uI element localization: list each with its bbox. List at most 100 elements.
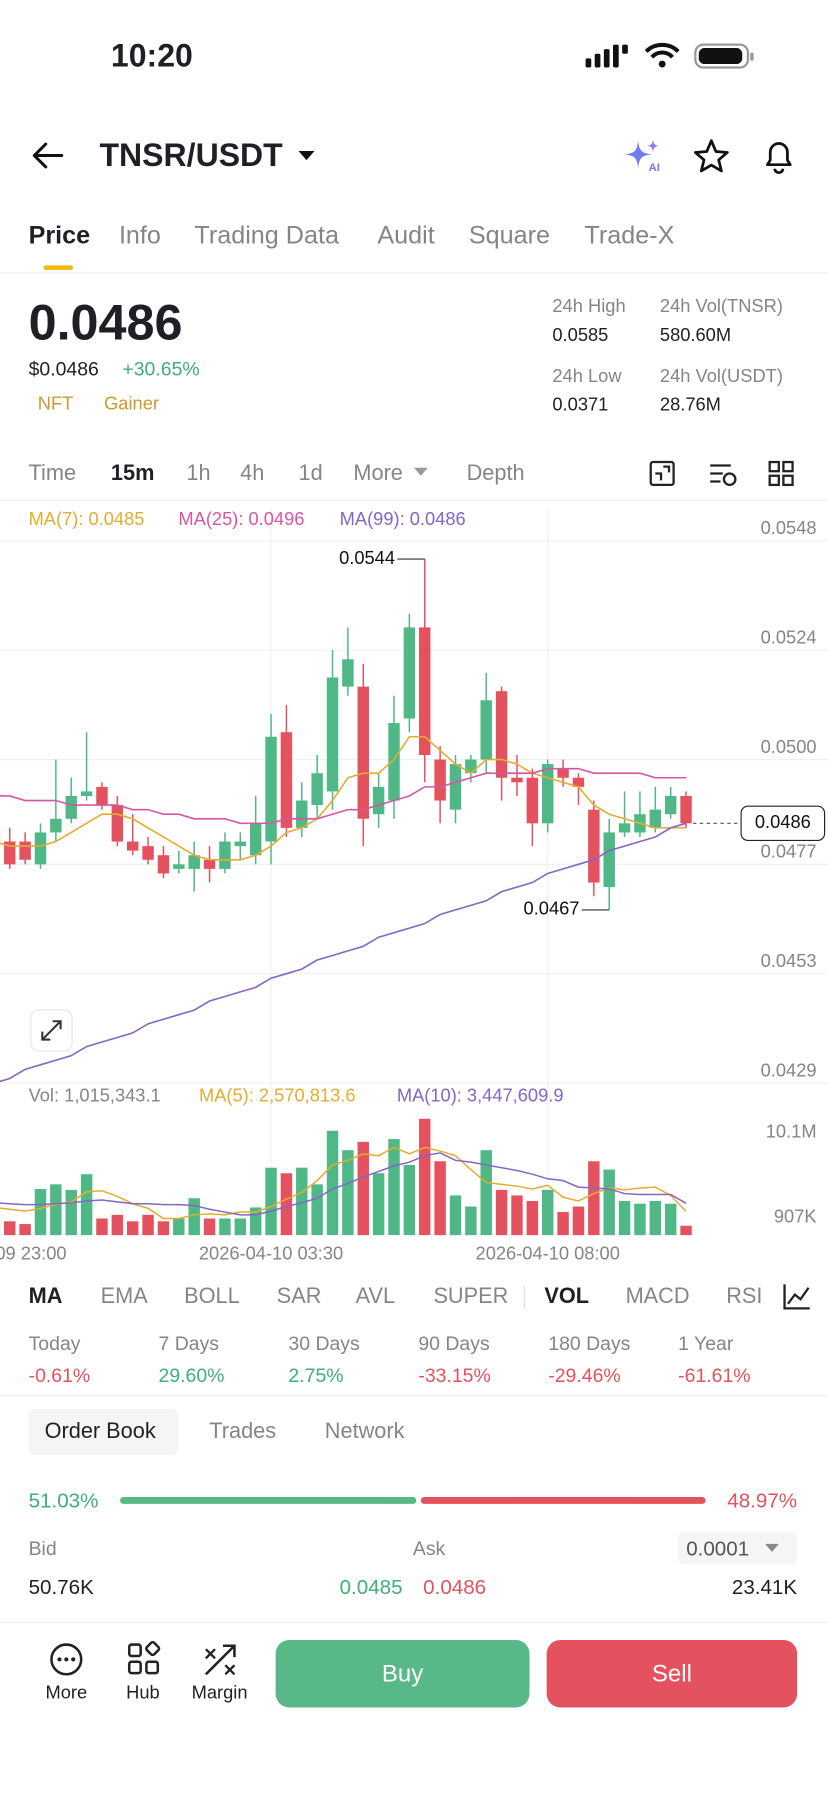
y-tick-label: 0.0429 bbox=[761, 1059, 817, 1080]
candle-body bbox=[665, 796, 676, 814]
tab[interactable]: Trade-X bbox=[584, 223, 674, 248]
sell-label[interactable]: Sell bbox=[652, 1662, 692, 1686]
candle-body bbox=[434, 760, 445, 801]
alert-button[interactable] bbox=[761, 137, 798, 174]
tab[interactable]: Info bbox=[119, 223, 161, 248]
volume-bar bbox=[434, 1161, 445, 1235]
candle-body bbox=[19, 842, 30, 860]
back-button[interactable] bbox=[30, 140, 67, 172]
volume-bar bbox=[265, 1168, 276, 1235]
divider bbox=[0, 1395, 828, 1396]
interval[interactable]: 1h bbox=[186, 463, 210, 485]
volume-bar bbox=[127, 1221, 138, 1235]
tag[interactable]: NFT bbox=[38, 396, 74, 414]
candle-body bbox=[311, 773, 322, 805]
interval[interactable]: 15m bbox=[111, 463, 154, 485]
last-price: 0.0486 bbox=[29, 298, 183, 348]
stat-value: 28.76M bbox=[660, 397, 721, 415]
candle-body bbox=[557, 769, 568, 778]
pair-title[interactable]: TNSR/USDT bbox=[99, 140, 282, 172]
tab[interactable]: Price bbox=[29, 223, 91, 248]
stat-label: 24h Low bbox=[552, 368, 621, 386]
volume-bar bbox=[66, 1190, 77, 1235]
candle-body bbox=[188, 855, 199, 869]
volume-bar bbox=[327, 1131, 338, 1235]
indicator-tab[interactable]: BOLL bbox=[184, 1286, 240, 1308]
divider bbox=[0, 272, 828, 273]
stat-value: 0.0585 bbox=[552, 327, 608, 345]
tab[interactable]: Trading Data bbox=[194, 223, 339, 248]
volume-bar bbox=[373, 1173, 384, 1235]
volume-bar bbox=[173, 1219, 184, 1236]
candle-body bbox=[481, 700, 492, 759]
x-tick-label: 2026-04-09 23:00 bbox=[0, 1242, 67, 1263]
nav-item[interactable]: More bbox=[45, 1685, 87, 1703]
volume-bar bbox=[419, 1119, 430, 1235]
candle-body bbox=[619, 823, 630, 832]
volume-bar bbox=[465, 1207, 476, 1236]
candle-body bbox=[511, 778, 522, 783]
book-tab[interactable]: Trades bbox=[209, 1421, 276, 1443]
book-tab[interactable]: Order Book bbox=[45, 1421, 156, 1443]
ask-ratio: 48.97% bbox=[727, 1490, 797, 1511]
indicator-tab[interactable]: MACD bbox=[626, 1286, 690, 1308]
indicator-tab[interactable]: SAR bbox=[277, 1286, 322, 1308]
interval[interactable]: Depth bbox=[467, 463, 525, 485]
tab[interactable]: Audit bbox=[377, 223, 434, 248]
volume-bar bbox=[342, 1150, 353, 1235]
favorite-button[interactable] bbox=[693, 138, 730, 172]
x-tick-label: 2026-04-10 03:30 bbox=[199, 1242, 343, 1263]
y-tick-label: 10.1M bbox=[766, 1121, 817, 1142]
usd-price: $0.0486 bbox=[29, 360, 99, 379]
buy-label[interactable]: Buy bbox=[382, 1662, 423, 1686]
tag[interactable]: Gainer bbox=[104, 396, 159, 414]
chart-tools[interactable] bbox=[647, 460, 798, 490]
ai-button[interactable]: AI bbox=[622, 137, 663, 176]
indicator-tab[interactable]: VOL bbox=[544, 1286, 589, 1308]
candle-body bbox=[281, 732, 292, 828]
period-label: 1 Year bbox=[678, 1334, 733, 1353]
period-change: -0.61% bbox=[29, 1366, 91, 1385]
indicator-tab[interactable]: RSI bbox=[726, 1286, 762, 1308]
period-label: 30 Days bbox=[288, 1334, 359, 1353]
volume-bar bbox=[4, 1221, 15, 1235]
interval[interactable]: Time bbox=[29, 463, 76, 485]
tab[interactable]: Square bbox=[469, 223, 550, 248]
candle-body bbox=[235, 842, 246, 847]
legend-entry: MA(7): 0.0485 bbox=[29, 508, 145, 529]
candle-body bbox=[419, 627, 430, 755]
candle-body bbox=[250, 823, 261, 855]
indicator-tab[interactable]: MA bbox=[29, 1286, 63, 1308]
candle-body bbox=[496, 691, 507, 778]
indicator-tab[interactable]: AVL bbox=[356, 1286, 395, 1308]
volume-bar bbox=[650, 1201, 661, 1235]
indicator-tab[interactable]: SUPER bbox=[433, 1286, 508, 1308]
volume-bar bbox=[281, 1173, 292, 1235]
volume-bar bbox=[158, 1221, 169, 1235]
y-tick-label: 0.0453 bbox=[761, 950, 817, 971]
low-annotation: 0.0467 bbox=[524, 898, 580, 919]
pair-dropdown[interactable] bbox=[295, 148, 318, 164]
expand-button[interactable] bbox=[31, 1010, 72, 1051]
candle-body bbox=[450, 764, 461, 810]
volume-bar bbox=[96, 1219, 107, 1236]
interval[interactable]: 4h bbox=[240, 463, 264, 485]
indicator-settings[interactable] bbox=[781, 1282, 813, 1312]
candle-body bbox=[50, 819, 61, 833]
candle-body bbox=[173, 864, 184, 869]
volume-bar bbox=[634, 1204, 645, 1235]
volume-bar bbox=[496, 1190, 507, 1235]
book-tab[interactable]: Network bbox=[325, 1421, 405, 1443]
volume-bar bbox=[35, 1189, 46, 1235]
volume-bar bbox=[404, 1165, 415, 1235]
bid-ratio: 51.03% bbox=[29, 1490, 99, 1511]
indicator-tab[interactable]: EMA bbox=[101, 1286, 148, 1308]
interval[interactable]: 1d bbox=[298, 463, 322, 485]
nav-item[interactable]: Margin bbox=[192, 1685, 248, 1703]
period-change: 29.60% bbox=[159, 1366, 225, 1385]
nav-item[interactable]: Hub bbox=[126, 1685, 160, 1703]
interval[interactable]: More bbox=[353, 463, 403, 485]
volume-bar bbox=[311, 1184, 322, 1235]
legend-entry: MA(5): 2,570,813.6 bbox=[199, 1085, 356, 1106]
precision[interactable]: 0.0001 bbox=[686, 1538, 749, 1559]
